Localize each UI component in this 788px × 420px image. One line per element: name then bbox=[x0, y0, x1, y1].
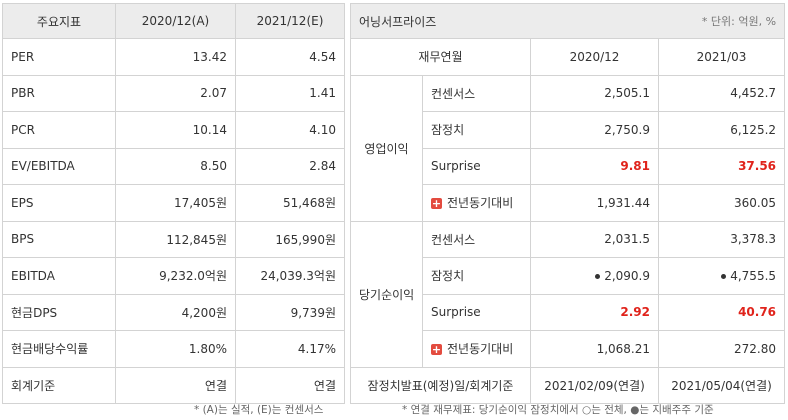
cell-value: 1.80% bbox=[115, 330, 236, 368]
table-row: + 전년동기대비 1,931.44 360.05 bbox=[351, 184, 786, 222]
column-header: 2020/12(A) bbox=[115, 3, 236, 39]
group-label: 영업이익 bbox=[350, 74, 423, 222]
cell-value: 165,990원 bbox=[235, 220, 345, 258]
surprise-value: 9.81 bbox=[530, 147, 659, 185]
cell-value: 13.42 bbox=[115, 38, 236, 76]
plus-icon[interactable]: + bbox=[431, 343, 442, 357]
column-header: 2021/12(E) bbox=[235, 3, 345, 39]
row-label: EBITDA bbox=[2, 257, 116, 295]
row-label: 잠정치 bbox=[422, 257, 531, 295]
cell-value: 10.14 bbox=[115, 111, 236, 149]
left-footnote: * (A)는 실적, (E)는 컨센서스 bbox=[194, 404, 324, 416]
table-row: BPS 112,845원 165,990원 bbox=[2, 220, 345, 258]
cell-value: 8.50 bbox=[115, 147, 236, 185]
cell-value: 2,505.1 bbox=[530, 74, 659, 112]
cell-value: 연결 bbox=[115, 366, 236, 404]
table-row: + 전년동기대비 1,068.21 272.80 bbox=[351, 330, 786, 368]
row-label: EPS bbox=[2, 184, 116, 222]
row-label: PER bbox=[2, 38, 116, 76]
cell-value: 17,405원 bbox=[115, 184, 236, 222]
cell-value: 2,750.9 bbox=[530, 111, 659, 149]
table-row: 회계기준 연결 연결 bbox=[2, 366, 345, 404]
table-row: 현금배당수익률 1.80% 4.17% bbox=[2, 330, 345, 368]
cell-value: 1.41 bbox=[235, 74, 345, 112]
cell-value: 1,931.44 bbox=[530, 184, 659, 222]
table-row: 잠정치 2,090.9 4,755.5 bbox=[351, 257, 786, 295]
expand-row-label[interactable]: + 전년동기대비 bbox=[422, 330, 531, 368]
unit-note: * 단위: 억원, % bbox=[701, 14, 777, 28]
row-label: 컨센서스 bbox=[422, 74, 531, 112]
table-row: 잠정치발표(예정)일/회계기준 2021/02/09(연결) 2021/05/0… bbox=[350, 366, 786, 404]
row-label: 잠정치발표(예정)일/회계기준 bbox=[350, 366, 531, 404]
row-label: 현금배당수익률 bbox=[2, 330, 116, 368]
table-title: 어닝서프라이즈 bbox=[359, 14, 437, 29]
column-header: 주요지표 bbox=[2, 3, 116, 39]
right-footnote: * 연결 재무제표: 당기순이익 잠정치에서 ○는 전체, ●는 지배주주 기준 bbox=[402, 404, 714, 416]
surprise-value: 37.56 bbox=[657, 147, 786, 185]
table-row: EBITDA 9,232.0억원 24,039.3억원 bbox=[2, 257, 345, 295]
cell-value: 2.07 bbox=[115, 74, 236, 112]
table-row: Surprise 9.81 37.56 bbox=[351, 147, 786, 185]
key-indicators-table: 주요지표 2020/12(A) 2021/12(E) PER 13.42 4.5… bbox=[2, 3, 345, 404]
cell-value: 51,468원 bbox=[235, 184, 345, 222]
cell-value: 360.05 bbox=[657, 184, 786, 222]
cell-value: 272.80 bbox=[657, 330, 786, 368]
filled-dot-icon bbox=[595, 273, 601, 279]
row-label: PBR bbox=[2, 74, 116, 112]
cell-value: 6,125.2 bbox=[657, 111, 786, 149]
cell-value: 2,031.5 bbox=[530, 220, 659, 258]
cell-value: 112,845원 bbox=[115, 220, 236, 258]
table-row: PBR 2.07 1.41 bbox=[2, 74, 345, 112]
row-label: Surprise bbox=[422, 293, 531, 331]
group-label: 당기순이익 bbox=[350, 220, 423, 368]
table-row: 당기순이익 컨센서스 2,031.5 3,378.3 bbox=[350, 220, 786, 368]
table-row: PCR 10.14 4.10 bbox=[2, 111, 345, 149]
column-header: 재무연월 bbox=[350, 38, 531, 76]
table-title-row: 어닝서프라이즈 * 단위: 억원, % bbox=[349, 3, 786, 39]
table-row: 잠정치 2,750.9 6,125.2 bbox=[351, 111, 786, 149]
cell-value: 1,068.21 bbox=[530, 330, 659, 368]
row-label: BPS bbox=[2, 220, 116, 258]
cell-value: 연결 bbox=[235, 366, 345, 404]
row-label: 전년동기대비 bbox=[447, 196, 514, 211]
cell-value: 9,739원 bbox=[235, 293, 345, 331]
table-header-row: 주요지표 2020/12(A) 2021/12(E) bbox=[2, 3, 345, 39]
table-row: 영업이익 컨센서스 2,505.1 4,452.7 bbox=[350, 74, 786, 222]
cell-value: 4.10 bbox=[235, 111, 345, 149]
cell-value: 4,200원 bbox=[115, 293, 236, 331]
row-label: 컨센서스 bbox=[422, 220, 531, 258]
row-label: 전년동기대비 bbox=[447, 342, 514, 357]
row-label: 현금DPS bbox=[2, 293, 116, 331]
row-label: 회계기준 bbox=[2, 366, 116, 404]
filled-dot-icon bbox=[721, 273, 727, 279]
plus-icon[interactable]: + bbox=[431, 197, 442, 211]
cell-value: 4,452.7 bbox=[657, 74, 786, 112]
row-label: 잠정치 bbox=[422, 111, 531, 149]
row-label: EV/EBITDA bbox=[2, 147, 116, 185]
table-row: EV/EBITDA 8.50 2.84 bbox=[2, 147, 345, 185]
cell-value: 3,378.3 bbox=[657, 220, 786, 258]
cell-value: 9,232.0억원 bbox=[115, 257, 236, 295]
table-header-row: 재무연월 2020/12 2021/03 bbox=[350, 38, 786, 76]
cell-value: 2021/02/09(연결) bbox=[530, 366, 659, 404]
earnings-surprise-table: 어닝서프라이즈 * 단위: 억원, % 재무연월 2020/12 2021/03… bbox=[349, 3, 786, 404]
row-label: Surprise bbox=[422, 147, 531, 185]
surprise-value: 2.92 bbox=[530, 293, 659, 331]
cell-value: 2.84 bbox=[235, 147, 345, 185]
table-row: EPS 17,405원 51,468원 bbox=[2, 184, 345, 222]
cell-value: 4.54 bbox=[235, 38, 345, 76]
cell-value: 24,039.3억원 bbox=[235, 257, 345, 295]
column-header: 2021/03 bbox=[657, 38, 786, 76]
table-row: PER 13.42 4.54 bbox=[2, 38, 345, 76]
expand-row-label[interactable]: + 전년동기대비 bbox=[422, 184, 531, 222]
cell-value: 4,755.5 bbox=[657, 257, 786, 295]
cell-value: 4.17% bbox=[235, 330, 345, 368]
cell-value: 2021/05/04(연결) bbox=[657, 366, 786, 404]
row-label: PCR bbox=[2, 111, 116, 149]
cell-value: 2,090.9 bbox=[530, 257, 659, 295]
surprise-value: 40.76 bbox=[657, 293, 786, 331]
table-row: 현금DPS 4,200원 9,739원 bbox=[2, 293, 345, 331]
column-header: 2020/12 bbox=[530, 38, 659, 76]
table-row: Surprise 2.92 40.76 bbox=[351, 293, 786, 331]
